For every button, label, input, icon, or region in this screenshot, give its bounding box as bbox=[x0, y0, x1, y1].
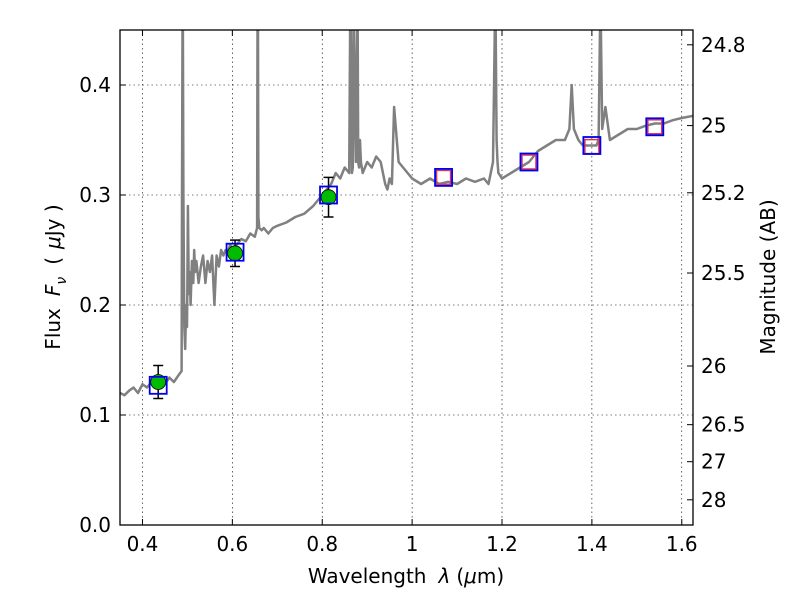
y2-tick-label: 26 bbox=[701, 354, 726, 378]
y-axis-label: FluxFν(μJy ) bbox=[41, 204, 70, 349]
spectrum-line bbox=[120, 30, 693, 397]
x-axis-ticks: 0.4 0.6 0.8 1 1.2 1.4 1.6 bbox=[127, 30, 698, 556]
y-axis-ticks: 0.0 0.1 0.2 0.3 0.4 bbox=[79, 73, 126, 537]
observed-point bbox=[150, 374, 167, 390]
observed-point bbox=[320, 189, 337, 206]
x-tick-label: 0.8 bbox=[306, 532, 338, 556]
upper-limit-marker bbox=[521, 154, 537, 170]
x-tick-label: 1.6 bbox=[666, 532, 698, 556]
y2-tick-label: 25.5 bbox=[701, 261, 746, 285]
x-tick-label: 1 bbox=[406, 532, 419, 556]
model-box bbox=[645, 117, 665, 137]
y2-axis-label: Magnitude (AB) bbox=[756, 199, 780, 354]
y-tick-label: 0.2 bbox=[79, 293, 111, 317]
x-axis-label: Wavelength λ (μm) bbox=[308, 564, 504, 588]
y-tick-label: 0.3 bbox=[79, 183, 111, 207]
model-box bbox=[519, 152, 539, 172]
model-box bbox=[319, 185, 338, 205]
y2-tick-label: 25.2 bbox=[701, 181, 746, 205]
observed-point bbox=[227, 245, 243, 262]
model-box bbox=[148, 375, 168, 395]
model-boxes bbox=[148, 117, 665, 395]
y-tick-label: 0.4 bbox=[79, 73, 111, 97]
y2-tick-label: 24.8 bbox=[701, 33, 746, 57]
x-tick-label: 0.4 bbox=[127, 532, 159, 556]
upper-limit-marker bbox=[647, 119, 663, 135]
plot-area bbox=[120, 30, 693, 400]
y2-axis-ticks: 24.8 25 25.2 25.5 26 26.5 27 28 bbox=[687, 33, 746, 512]
y2-tick-label: 26.5 bbox=[701, 413, 746, 437]
observed-points bbox=[150, 189, 337, 390]
y-tick-label: 0.0 bbox=[79, 513, 111, 537]
plot-frame bbox=[119, 29, 694, 526]
x-tick-label: 1.2 bbox=[486, 532, 518, 556]
model-box bbox=[582, 136, 602, 155]
y2-tick-label: 28 bbox=[701, 488, 726, 512]
x-tick-label: 0.6 bbox=[216, 532, 248, 556]
y2-tick-label: 25 bbox=[701, 114, 726, 138]
x-tick-label: 1.4 bbox=[576, 532, 608, 556]
model-box bbox=[434, 167, 453, 187]
model-box bbox=[225, 242, 245, 262]
upper-limit-marker bbox=[435, 169, 452, 186]
y-tick-label: 0.1 bbox=[79, 403, 111, 427]
y2-tick-label: 27 bbox=[701, 450, 726, 474]
